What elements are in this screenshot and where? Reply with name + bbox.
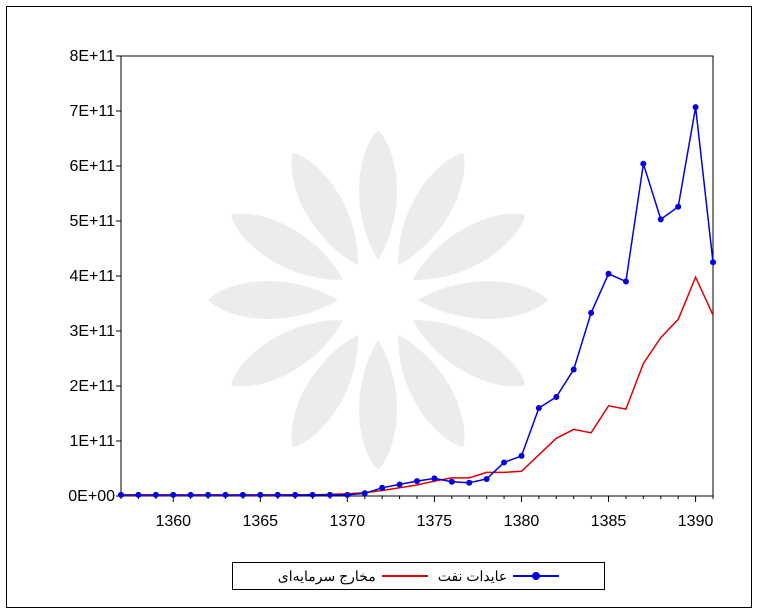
x-tick-label: 1385	[591, 513, 627, 530]
rosette-petal	[291, 334, 359, 448]
data-point	[309, 491, 316, 498]
y-tick-label: 6E+11	[69, 158, 115, 175]
y-tick-label: 8E+11	[69, 48, 115, 65]
chart-frame	[6, 6, 752, 608]
data-point	[518, 452, 525, 459]
x-tick-label: 1365	[242, 513, 278, 530]
rosette-petal	[230, 319, 344, 387]
data-point	[501, 459, 508, 466]
data-point	[396, 481, 403, 488]
data-point	[675, 203, 682, 210]
rosette-center	[338, 260, 418, 340]
legend: عایدات نفت مخارج سرمایه‌ای	[232, 562, 605, 590]
data-point	[187, 491, 194, 498]
legend-item-oil-revenue: عایدات نفت	[438, 568, 560, 585]
data-point	[710, 259, 716, 266]
data-point	[483, 475, 490, 482]
rosette-petal	[412, 319, 526, 387]
rosette-petal	[359, 340, 397, 470]
y-tick-label: 3E+11	[69, 323, 115, 340]
data-point	[657, 216, 664, 223]
data-point	[274, 491, 281, 498]
x-tick-label: 1390	[678, 513, 714, 530]
rosette-petal	[359, 130, 397, 260]
data-point	[222, 491, 229, 498]
x-tick-label: 1375	[417, 513, 453, 530]
data-point	[553, 394, 560, 400]
data-point	[344, 491, 351, 498]
data-point	[239, 491, 246, 498]
x-tick-label: 1370	[330, 513, 366, 530]
y-axis: 0E+00 1E+11 2E+11 3E+11 4E+11 5E+11 6E+11 7E+11…	[68, 48, 121, 505]
data-point	[605, 270, 612, 277]
data-point	[640, 160, 647, 167]
rosette-petal	[418, 281, 548, 319]
data-point	[379, 484, 386, 491]
data-point	[535, 405, 542, 411]
data-point	[135, 491, 142, 498]
data-point	[205, 491, 212, 498]
legend-item-capital-expenditure: مخارج سرمایه‌ای	[278, 568, 428, 585]
data-point	[361, 490, 368, 497]
data-point	[326, 491, 333, 498]
legend-label-capital-expenditure: مخارج سرمایه‌ای	[277, 567, 376, 584]
y-tick-label: 2E+11	[69, 378, 115, 395]
data-point	[118, 491, 124, 498]
y-tick-label: 4E+11	[69, 268, 115, 285]
y-tick-label: 5E+11	[69, 213, 115, 230]
data-point	[431, 475, 438, 482]
series-layer	[118, 104, 716, 498]
data-point	[292, 491, 299, 498]
data-point	[414, 478, 420, 485]
rosette-petal	[397, 334, 465, 448]
data-point	[152, 491, 159, 498]
data-point	[588, 309, 595, 316]
data-point	[692, 104, 699, 111]
data-point	[570, 366, 577, 373]
rosette-petal	[230, 213, 344, 281]
x-tick-label: 1380	[504, 513, 540, 530]
x-axis: 1360 1365 1370 1375 1380 1385 1390	[120, 496, 714, 530]
y-tick-label: 0E+00	[68, 488, 115, 505]
rosette-petal	[208, 281, 338, 319]
watermark-rosette	[208, 130, 548, 470]
y-tick-label: 1E+11	[69, 433, 115, 450]
y-tick-label: 7E+11	[69, 103, 115, 120]
legend-swatch-red	[381, 571, 428, 581]
data-point	[466, 479, 473, 486]
data-point	[257, 491, 264, 498]
rosette-petal	[397, 152, 465, 266]
rosette-petal	[291, 152, 359, 266]
x-tick-label: 1360	[155, 513, 191, 530]
rosette-petal	[412, 213, 526, 281]
data-point	[622, 278, 629, 285]
legend-swatch-blue	[513, 571, 560, 581]
legend-label-oil-revenue: عایدات نفت	[437, 567, 508, 584]
data-point	[170, 491, 177, 498]
data-point	[448, 478, 455, 485]
